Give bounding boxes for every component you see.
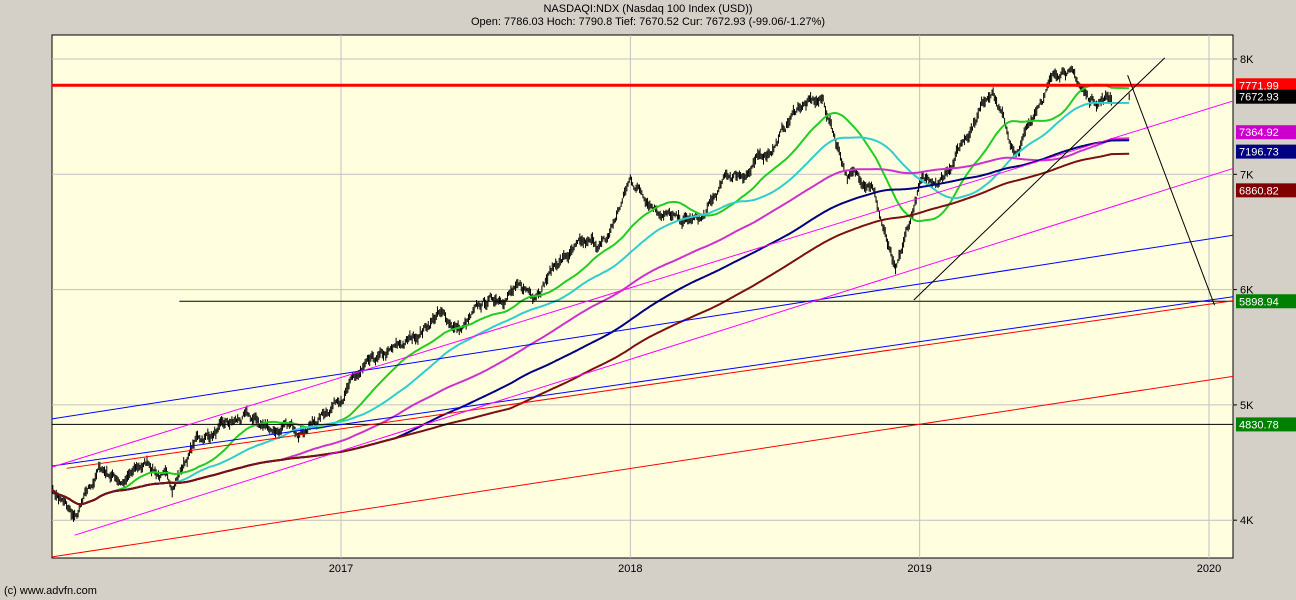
value-label: 7196.73 (1239, 147, 1279, 159)
x-tick-label: 2019 (907, 563, 931, 575)
x-tick-label: 2017 (329, 563, 353, 575)
trend-line (52, 100, 1233, 468)
value-label-box (1236, 183, 1296, 198)
trend-line (74, 167, 1233, 536)
moving-average-line (52, 101, 1130, 506)
plot-content (52, 35, 1233, 558)
value-label-box (1236, 89, 1296, 104)
value-label-box (1236, 144, 1296, 159)
trend-line (52, 234, 1233, 420)
value-label: 7364.92 (1239, 127, 1279, 139)
value-label: 6860.82 (1239, 185, 1279, 197)
y-tick-label: 7K (1240, 169, 1254, 181)
trend-line (913, 57, 1166, 301)
value-label: 7672.93 (1239, 92, 1279, 104)
y-tick-label: 8K (1240, 54, 1254, 66)
y-tick-label: 4K (1240, 515, 1254, 527)
value-label: 7771.99 (1239, 80, 1279, 92)
copyright: (c) www.advfn.com (4, 585, 97, 597)
value-label-box (1236, 417, 1296, 432)
y-tick-label: 6K (1240, 285, 1254, 297)
trend-line (52, 375, 1233, 558)
value-label-box (1236, 78, 1296, 93)
x-tick-label: 2020 (1197, 563, 1221, 575)
trend-line (66, 300, 1233, 469)
value-label-box (1236, 125, 1296, 140)
quote-summary: Open: 7786.03 Hoch: 7790.8 Tief: 7670.52… (470, 16, 826, 28)
x-tick-label: 2018 (618, 563, 642, 575)
trend-line (1127, 74, 1216, 306)
plot-area (51, 34, 1234, 559)
moving-average-line (52, 83, 1130, 506)
value-label: 4830.78 (1239, 419, 1279, 431)
value-label-box (1236, 294, 1296, 309)
chart-title: NASDAQI:NDX (Nasdaq 100 Index (USD)) (543, 3, 753, 15)
value-label: 5898.94 (1239, 296, 1279, 308)
y-tick-label: 5K (1240, 400, 1254, 412)
trend-line (52, 296, 1233, 467)
